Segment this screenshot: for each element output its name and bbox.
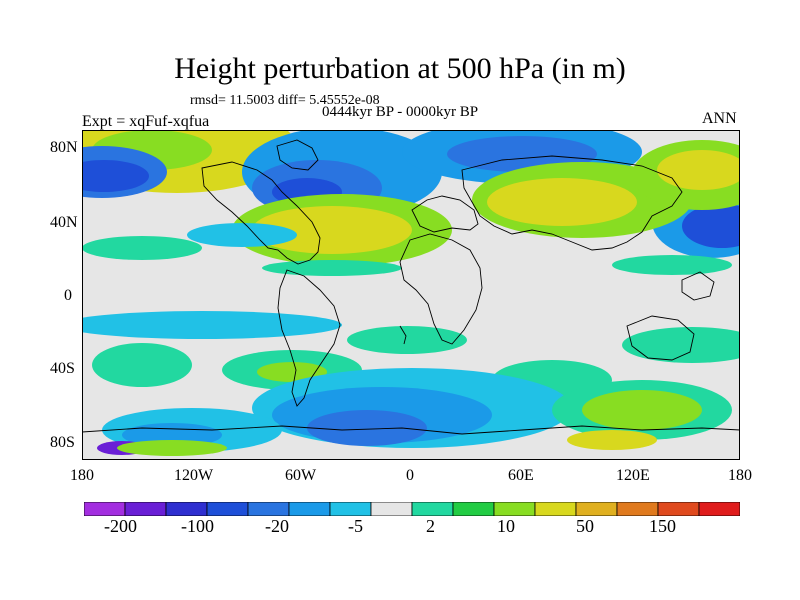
colorbar <box>84 502 740 516</box>
colorbar-swatch <box>657 502 700 516</box>
lat-tick-80s: 80S <box>50 434 75 451</box>
coastlines <box>82 139 740 435</box>
colorbar-label: 10 <box>497 516 515 536</box>
lat-tick-80n: 80N <box>50 139 78 156</box>
lon-tick-180-right: 180 <box>728 467 752 484</box>
colorbar-swatch <box>124 502 167 516</box>
colorbar-label: -100 <box>181 516 214 536</box>
colorbar-swatch <box>575 502 618 516</box>
map-frame <box>82 130 740 460</box>
colorbar-label: -200 <box>104 516 137 536</box>
colorbar-label: 2 <box>426 516 435 536</box>
colorbar-label: -5 <box>348 516 363 536</box>
colorbar-swatch <box>493 502 536 516</box>
colorbar-swatch <box>247 502 290 516</box>
colorbar-swatch <box>534 502 577 516</box>
colorbar-swatch <box>206 502 249 516</box>
period-line: 0444kyr BP - 0000kyr BP <box>322 104 479 120</box>
lon-tick-60e: 60E <box>508 467 534 484</box>
lat-tick-0: 0 <box>64 287 72 304</box>
colorbar-swatch <box>165 502 208 516</box>
colorbar-label: 50 <box>576 516 594 536</box>
contour-fill-layer <box>82 130 740 460</box>
colorbar-swatch <box>84 502 126 516</box>
stats-line: rmsd= 11.5003 diff= 5.45552e-08 <box>190 93 380 108</box>
colorbar-swatch <box>288 502 331 516</box>
lat-tick-40n: 40N <box>50 214 78 231</box>
colorbar-swatch <box>616 502 659 516</box>
lon-tick-180-left: 180 <box>70 467 94 484</box>
colorbar-label: -20 <box>265 516 289 536</box>
lat-tick-40s: 40S <box>50 360 75 377</box>
colorbar-swatch <box>698 502 740 516</box>
colorbar-swatch <box>411 502 454 516</box>
colorbar-label: 150 <box>649 516 676 536</box>
experiment-label: Expt = xqFuf-xqfua <box>82 113 210 130</box>
lon-tick-0: 0 <box>406 467 414 484</box>
season-label: ANN <box>702 110 737 127</box>
colorbar-swatch <box>452 502 495 516</box>
colorbar-swatch <box>370 502 413 516</box>
height-perturbation-map <box>82 130 740 460</box>
colorbar-swatch <box>329 502 372 516</box>
lon-tick-60w: 60W <box>285 467 317 484</box>
map-title: Height perturbation at 500 hPa (in m) <box>174 52 626 85</box>
lon-tick-120e: 120E <box>616 467 650 484</box>
lon-tick-120w: 120W <box>174 467 214 484</box>
